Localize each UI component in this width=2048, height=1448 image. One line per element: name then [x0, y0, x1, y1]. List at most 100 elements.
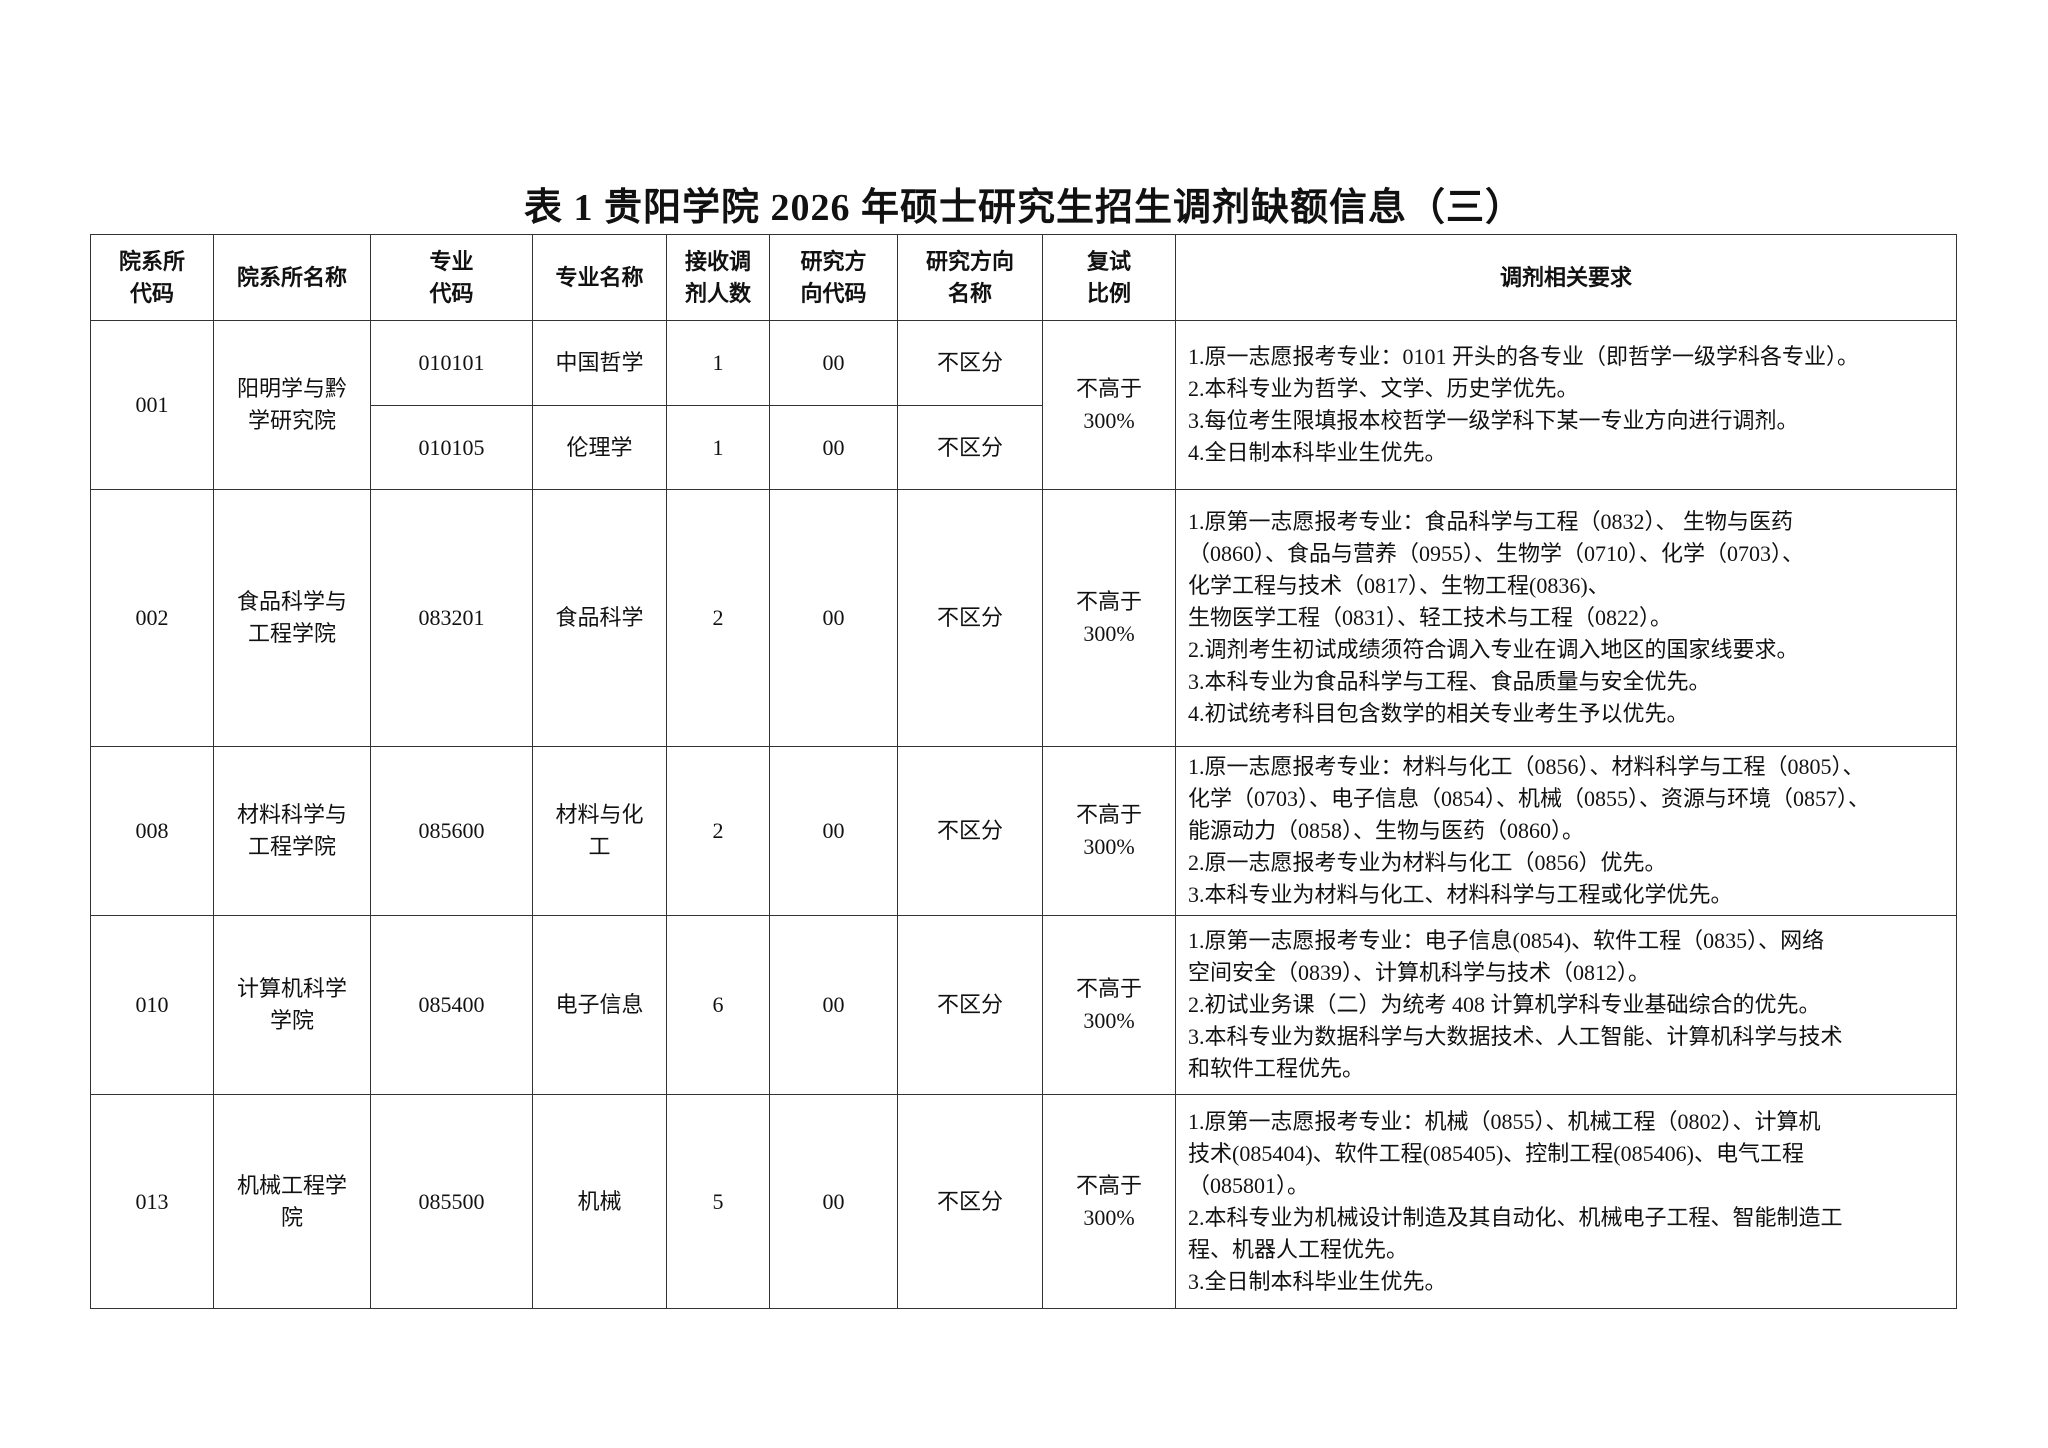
- direction-code-cell: 00: [769, 320, 898, 406]
- column-header-text: 剂人数: [684, 280, 751, 306]
- requirement-line: （0860）、食品与营养（0955）、生物学（0710）、化学（0703）、: [1188, 541, 1805, 566]
- table-row: 002 食品科学与 工程学院 083201 食品科学 2 00 不区分 不高于 300% 1.原第一…: [90, 489, 1957, 747]
- requirement-line: 技术(085404)、软件工程(085405)、控制工程(085406)、电气工…: [1188, 1140, 1804, 1166]
- quota-cell: 5: [666, 1094, 770, 1309]
- retest-ratio: 300%: [1083, 1008, 1135, 1033]
- column-header-text: 专业: [429, 248, 474, 274]
- quota-cell: 1: [666, 405, 770, 490]
- requirement-line: 1.原第一志愿报考专业：食品科学与工程（0832）、 生物与医药: [1188, 509, 1794, 534]
- table-row: 010105 伦理学 1 00 不区分: [91, 405, 1957, 490]
- dept-code-cell: 002: [90, 489, 214, 747]
- retest-ratio-cell: 不高于 300%: [1042, 746, 1176, 916]
- major-code-cell: 085600: [370, 746, 533, 916]
- table-row: 008 材料科学与 工程学院 085600 材料与化工 2 00 不区分 不高于 300% 1.原一…: [90, 746, 1957, 916]
- direction-code: 00: [822, 434, 845, 460]
- dept-code-cell: 001: [90, 320, 214, 490]
- retest-ratio-cell: 不高于 300%: [1042, 915, 1176, 1095]
- quota-cell: 1: [666, 320, 770, 406]
- requirement-line: 3.本科专业为数据科学与大数据技术、人工智能、计算机科学与技术: [1188, 1024, 1843, 1049]
- direction-name-cell: 不区分: [897, 405, 1043, 490]
- major-code-cell: 083201: [370, 489, 533, 747]
- column-header-text: 院系所名称: [236, 264, 347, 290]
- dept-name: 工程学院: [247, 834, 336, 859]
- dept-code: 010: [135, 992, 169, 1017]
- column-header-text: 院系所: [118, 248, 185, 274]
- dept-name: 材料科学与: [236, 802, 347, 827]
- dept-name: 学研究院: [247, 408, 336, 433]
- direction-code-cell: 00: [769, 489, 898, 747]
- direction-name: 不区分: [936, 605, 1003, 630]
- quota-count: 5: [712, 1188, 724, 1214]
- major-code-cell: 085400: [370, 915, 533, 1095]
- direction-name-cell: 不区分: [897, 746, 1043, 916]
- dept-code-cell: 013: [90, 1094, 214, 1309]
- major-name: 材料与化: [555, 802, 644, 827]
- requirement-line: （085801）。: [1188, 1172, 1310, 1198]
- major-name-cell: 材料与化工: [532, 746, 667, 916]
- retest-ratio-cell: 不高于 300%: [1042, 320, 1176, 490]
- major-name-cell: 电子信息: [532, 915, 667, 1095]
- direction-name: 不区分: [936, 818, 1003, 843]
- column-header: 专业名称: [532, 234, 667, 321]
- requirement-line: 3.本科专业为材料与化工、材料科学与工程或化学优先。: [1188, 882, 1733, 907]
- retest-ratio: 不高于: [1075, 589, 1142, 614]
- quota-count: 6: [712, 992, 724, 1017]
- direction-code: 00: [822, 992, 845, 1017]
- major-name: 工: [588, 834, 611, 859]
- table-row: 001 阳明学与黔 学研究院 010101 中国哲学 1 00 不区分 不高于 300% 1.原一志…: [90, 320, 1957, 490]
- direction-code-cell: 00: [769, 1094, 898, 1309]
- retest-ratio: 不高于: [1075, 376, 1142, 401]
- requirement-line: 和软件工程优先。: [1188, 1056, 1365, 1081]
- requirement-line: 1.原一志愿报考专业：0101 开头的各专业（即哲学一级学科各专业）。: [1188, 344, 1860, 369]
- column-header: 复试 比例: [1042, 234, 1176, 321]
- major-name: 机械: [577, 1188, 622, 1214]
- column-header-text: 向代码: [800, 280, 867, 306]
- retest-ratio: 不高于: [1075, 976, 1142, 1001]
- major-code: 010105: [418, 434, 485, 460]
- quota-cell: 2: [666, 489, 770, 747]
- requirement-line: 程、机器人工程优先。: [1188, 1236, 1409, 1262]
- dept-code-cell: 010: [90, 915, 214, 1095]
- column-header-text: 专业名称: [555, 264, 644, 290]
- requirement-line: 1.原一志愿报考专业：材料与化工（0856）、材料科学与工程（0805）、: [1188, 754, 1865, 779]
- retest-ratio: 不高于: [1075, 1172, 1142, 1198]
- table-header-row: 院系所 代码 院系所名称 专业 代码 专业名称 接收调 剂人数 研究方 向代码 研究方向 名称 复试 比例…: [90, 234, 1957, 321]
- direction-name: 不区分: [936, 434, 1003, 460]
- requirement-line: 3.本科专业为食品科学与工程、食品质量与安全优先。: [1188, 669, 1711, 694]
- dept-name: 食品科学与: [236, 589, 347, 614]
- column-header-text: 研究方向: [925, 248, 1014, 274]
- quota-count: 2: [712, 818, 724, 843]
- major-code: 085600: [418, 818, 485, 843]
- quota-count: 1: [712, 350, 724, 375]
- major-code: 085400: [418, 992, 485, 1017]
- column-header-text: 研究方: [800, 248, 867, 274]
- column-header-text: 复试: [1086, 248, 1131, 274]
- major-name: 中国哲学: [555, 350, 644, 375]
- quota-cell: 6: [666, 915, 770, 1095]
- column-header: 专业 代码: [370, 234, 533, 321]
- dept-name-cell: 机械工程学院: [213, 1094, 371, 1309]
- dept-code: 002: [135, 605, 169, 630]
- column-header-text: 比例: [1086, 280, 1131, 306]
- dept-name: 院: [280, 1204, 303, 1230]
- requirement-line: 1.原第一志愿报考专业：机械（0855）、机械工程（0802）、计算机: [1188, 1108, 1821, 1134]
- column-header: 接收调 剂人数: [666, 234, 770, 321]
- major-code: 085500: [418, 1188, 485, 1214]
- requirements-cell: 1.原第一志愿报考专业：食品科学与工程（0832）、 生物与医药 （0860）、食…: [1175, 489, 1957, 747]
- major-name: 食品科学: [555, 605, 644, 630]
- quota-count: 1: [712, 434, 724, 460]
- requirement-line: 空间安全（0839）、计算机科学与技术（0812）。: [1188, 960, 1651, 985]
- direction-code-cell: 00: [769, 915, 898, 1095]
- column-header: 院系所 代码: [90, 234, 214, 321]
- column-header-text: 调剂相关要求: [1499, 264, 1632, 290]
- direction-code: 00: [822, 818, 845, 843]
- direction-name-cell: 不区分: [897, 489, 1043, 747]
- retest-ratio-cell: 不高于 300%: [1042, 489, 1176, 747]
- major-code: 010101: [418, 350, 485, 375]
- quota-count: 2: [712, 605, 724, 630]
- requirement-line: 生物医学工程（0831）、轻工技术与工程（0822）。: [1188, 605, 1673, 630]
- direction-name-cell: 不区分: [897, 1094, 1043, 1309]
- major-name: 电子信息: [555, 992, 644, 1017]
- direction-code: 00: [822, 605, 845, 630]
- dept-name: 工程学院: [247, 621, 336, 646]
